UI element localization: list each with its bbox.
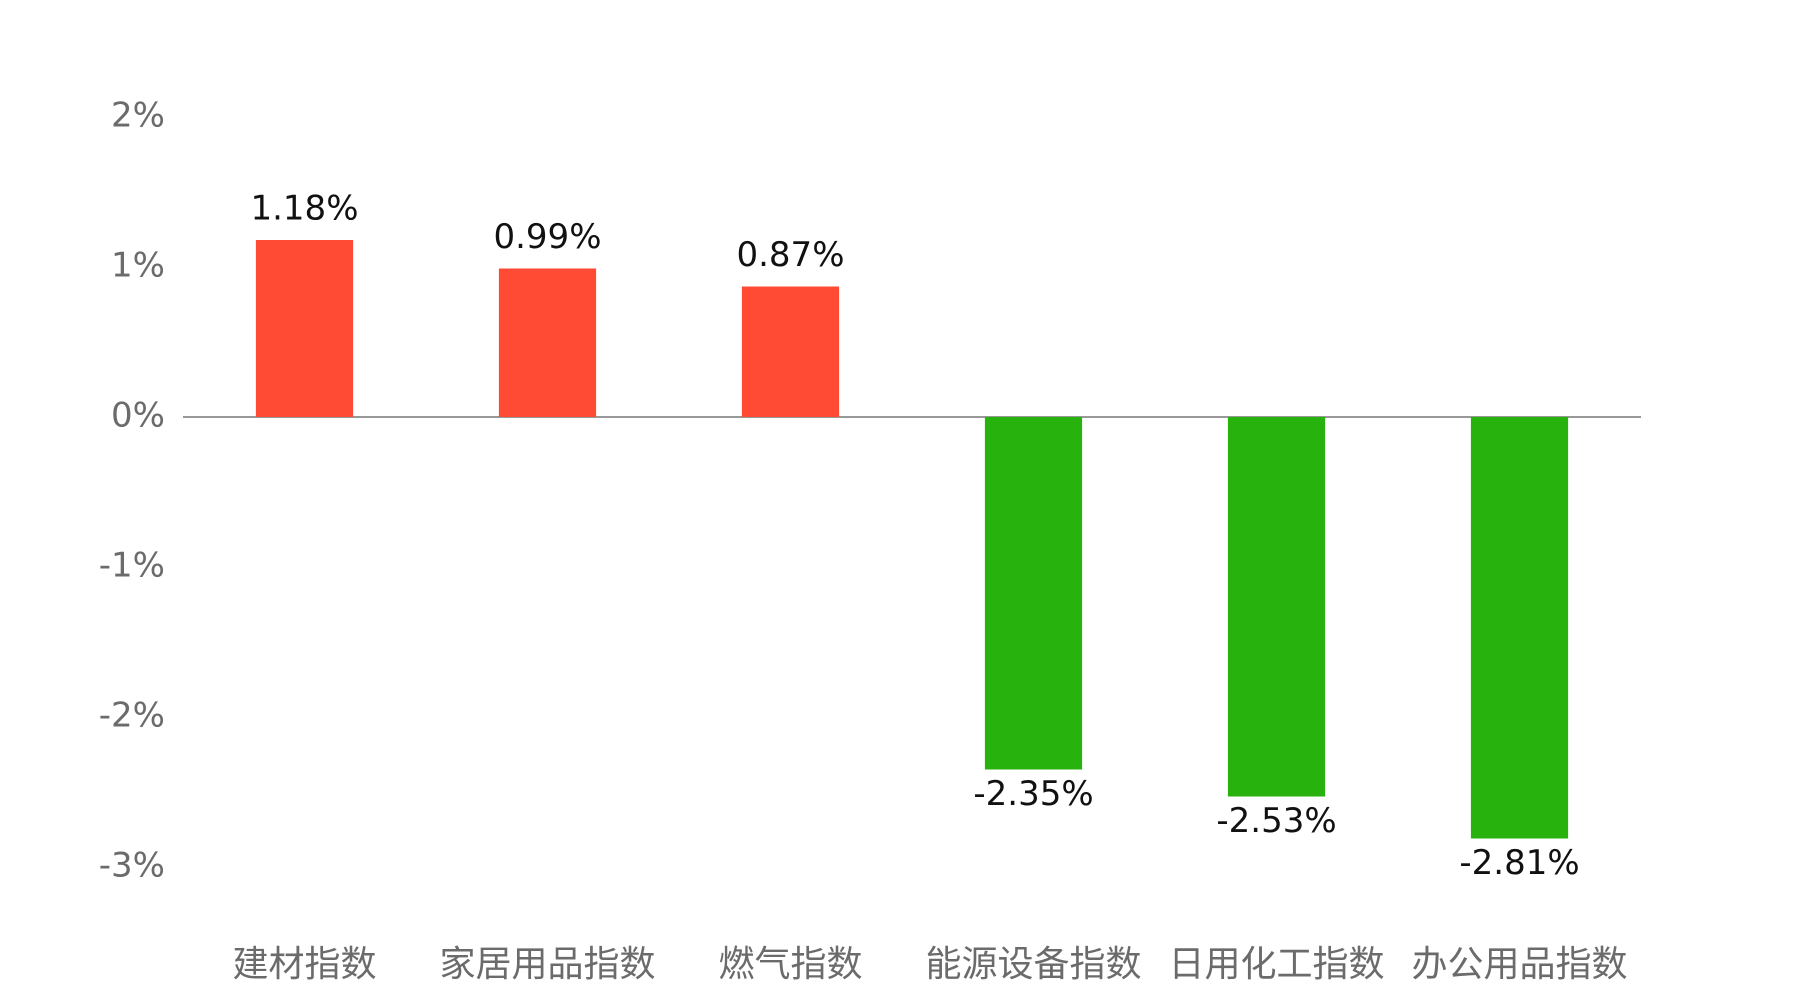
x-tick-label: 能源设备指数 [925, 944, 1141, 985]
value-label: -2.53% [1216, 801, 1336, 841]
y-tick-label: 0% [111, 396, 165, 436]
y-tick-label: -3% [99, 846, 165, 886]
x-tick-label: 建材指数 [232, 944, 376, 985]
x-tick-label: 家居用品指数 [439, 944, 655, 985]
x-tick-label: 办公用品指数 [1411, 944, 1627, 985]
y-tick-label: 1% [111, 246, 165, 286]
x-tick-label: 日用化工指数 [1168, 944, 1384, 985]
y-tick-label: -1% [99, 546, 165, 586]
bar [741, 286, 840, 417]
y-tick-label: -2% [99, 696, 165, 736]
value-label: 0.99% [493, 217, 601, 257]
y-tick-label: 2% [111, 96, 165, 136]
value-label: -2.35% [973, 774, 1093, 814]
bar [1227, 417, 1326, 797]
x-tick-label: 燃气指数 [718, 944, 862, 985]
bar [255, 240, 354, 417]
value-label: 1.18% [250, 189, 358, 229]
value-label: -2.81% [1459, 843, 1579, 883]
value-label: 0.87% [736, 235, 844, 275]
bar [984, 417, 1083, 770]
bar [1470, 417, 1569, 839]
bar [498, 268, 597, 417]
